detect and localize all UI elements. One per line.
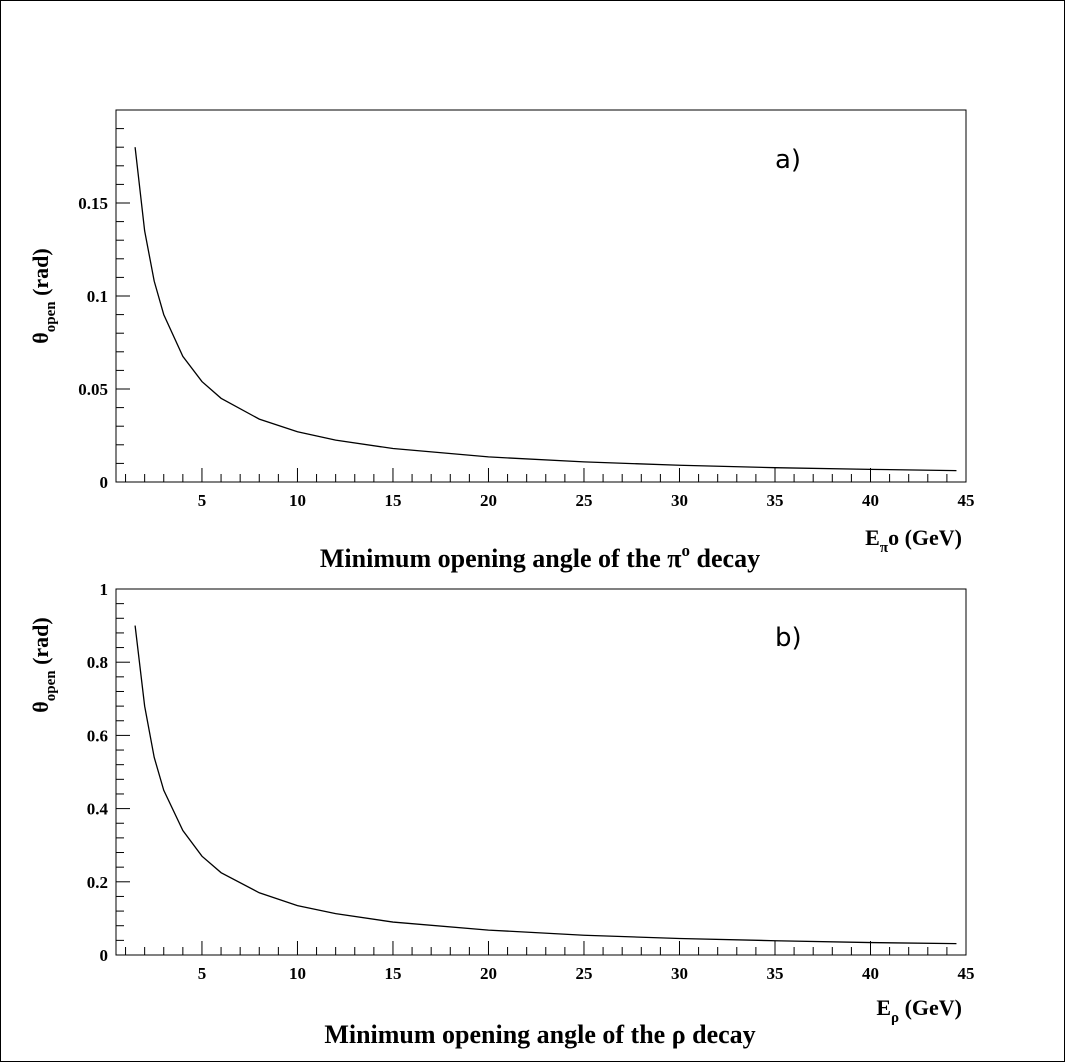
x-tick-label: 10: [289, 491, 306, 510]
y-tick-label: 0.1: [87, 287, 108, 306]
y-tick-label: 0.05: [78, 380, 108, 399]
y-ticks-a: [116, 109, 130, 483]
x-ticks-b: [125, 941, 967, 955]
x-tick-label: 15: [384, 964, 401, 983]
chart-panel-b: 5 10 15 20 25 30 35 40 45 0 0.2 0.4 0.6 0.8 1 b) θope…: [28, 580, 975, 1049]
panel-label-b: b): [775, 623, 802, 653]
x-tick-label: 30: [671, 491, 688, 510]
x-tick-label: 20: [480, 491, 497, 510]
chart-caption-b: Minimum opening angle of the ρ decay: [324, 1020, 755, 1049]
y-tick-label: 0.15: [78, 194, 108, 213]
x-tick-label: 25: [575, 491, 592, 510]
x-tick-label: 45: [958, 491, 975, 510]
x-ticks-a: [125, 468, 967, 482]
x-tick-label: 40: [862, 964, 879, 983]
panel-label-a: a): [775, 145, 801, 175]
y-tick-label: 0.2: [87, 873, 108, 892]
x-tick-label: 25: [575, 964, 592, 983]
x-tick-label: 15: [384, 491, 401, 510]
y-axis-title-a: θopen (rad): [28, 248, 59, 343]
y-axis-title-b: θopen (rad): [28, 617, 59, 712]
x-tick-label: 20: [480, 964, 497, 983]
x-tick-label: 35: [766, 491, 783, 510]
y-tick-label: 0: [100, 473, 109, 492]
chart-caption-a: Minimum opening angle of the πo decay: [320, 541, 760, 573]
x-tick-labels-a: 5 10 15 20 25 30 35 40 45: [198, 491, 975, 510]
y-tick-labels-a: 0 0.05 0.1 0.15: [78, 194, 108, 492]
plot-frame-b: [115, 588, 967, 956]
y-tick-labels-b: 0 0.2 0.4 0.6 0.8 1: [87, 580, 109, 965]
x-tick-label: 30: [671, 964, 688, 983]
x-tick-labels-b: 5 10 15 20 25 30 35 40 45: [198, 964, 975, 983]
data-curve-b: [134, 625, 957, 945]
data-curve-a: [134, 147, 957, 472]
x-axis-title-b: Eρ (GeV): [876, 995, 962, 1026]
y-ticks-b: [116, 588, 130, 956]
x-axis-title-a: Eπo (GeV): [865, 525, 962, 556]
x-tick-label: 5: [198, 491, 207, 510]
x-tick-label: 45: [958, 964, 975, 983]
x-tick-label: 35: [766, 964, 783, 983]
x-tick-label: 10: [289, 964, 306, 983]
y-tick-label: 1: [100, 580, 109, 599]
y-tick-label: 0.4: [87, 800, 109, 819]
x-tick-label: 5: [198, 964, 207, 983]
x-tick-label: 40: [862, 491, 879, 510]
plot-frame-a: [115, 109, 967, 483]
y-tick-label: 0.6: [87, 726, 108, 745]
chart-panel-a: 5 10 15 20 25 30 35 40 45 0 0.05 0.1 0.15 a) θopen …: [28, 109, 975, 573]
y-tick-label: 0: [100, 946, 109, 965]
y-tick-label: 0.8: [87, 653, 108, 672]
